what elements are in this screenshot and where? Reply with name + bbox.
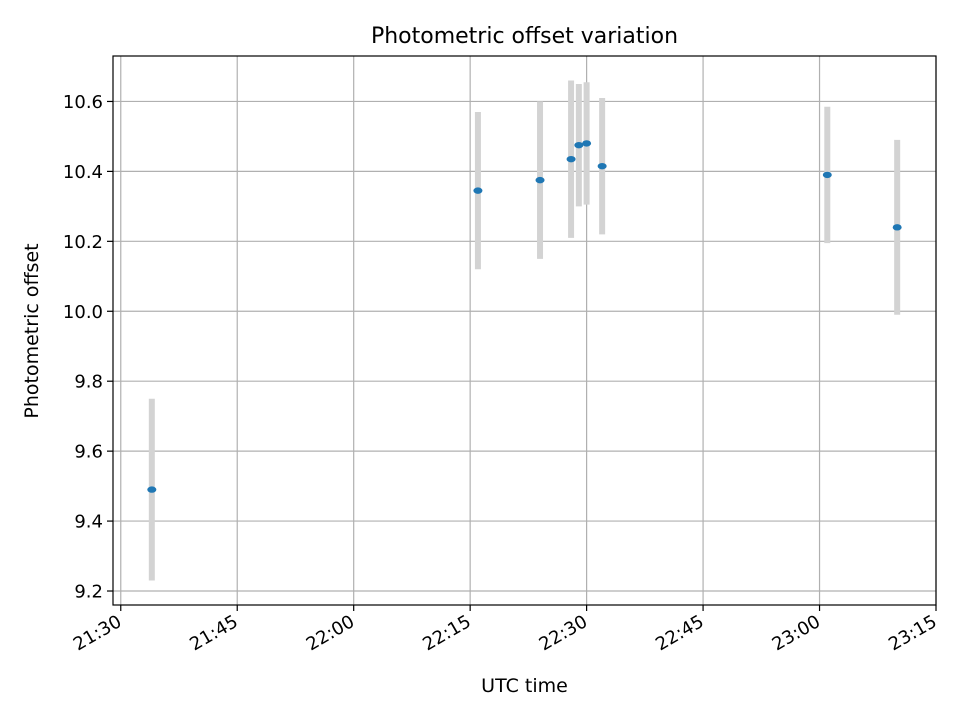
- data-points: [147, 140, 902, 493]
- y-tick-label: 10.6: [63, 92, 103, 113]
- data-point: [822, 171, 832, 179]
- x-axis-label: UTC time: [481, 675, 568, 697]
- data-point: [535, 176, 545, 184]
- y-tick-label: 10.2: [63, 232, 103, 253]
- data-point: [574, 141, 584, 149]
- y-tick-label: 10.0: [63, 302, 103, 323]
- y-tick-label: 10.4: [63, 162, 103, 183]
- data-point: [892, 224, 902, 231]
- axes-frame: [112, 55, 937, 606]
- y-tick-label: 9.8: [74, 372, 103, 393]
- data-point: [582, 140, 592, 147]
- y-axis-ticks: 9.2 9.4 9.6 9.8 10.0 10.2 10.4 10.6: [63, 92, 113, 603]
- data-point: [473, 187, 483, 194]
- chart-title: Photometric offset variation: [371, 24, 678, 49]
- data-point: [566, 155, 576, 163]
- data-point: [147, 486, 157, 493]
- data-point: [597, 162, 607, 170]
- y-tick-label: 9.2: [74, 582, 103, 603]
- y-tick-label: 9.6: [74, 442, 103, 463]
- y-axis-label: Photometric offset: [21, 243, 43, 418]
- plot-area: [113, 56, 936, 605]
- y-tick-label: 9.4: [74, 512, 103, 533]
